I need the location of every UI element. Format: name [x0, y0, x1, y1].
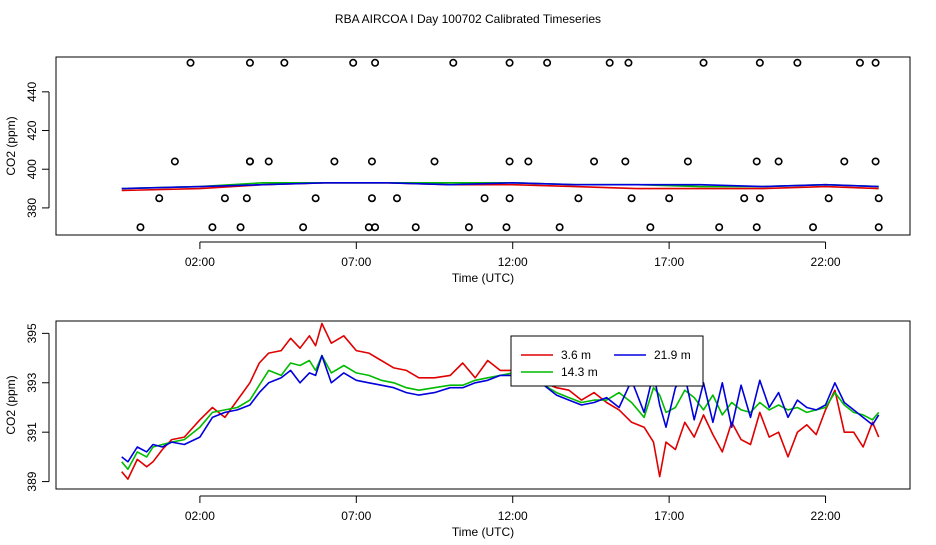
data-point [874, 194, 883, 203]
data-point [155, 194, 164, 203]
y-tick-label: 420 [25, 120, 39, 140]
data-point [330, 157, 339, 166]
data-point [430, 157, 439, 166]
data-point [774, 157, 783, 166]
data-point [136, 223, 145, 232]
data-point [715, 223, 724, 232]
data-point [170, 157, 179, 166]
data-point [574, 194, 583, 203]
data-point [505, 157, 514, 166]
data-point [543, 58, 552, 67]
data-point [624, 58, 633, 67]
y-tick-label: 440 [25, 81, 39, 101]
data-point [502, 223, 511, 232]
data-point [755, 58, 764, 67]
data-point [683, 157, 692, 166]
data-point [186, 58, 195, 67]
data-point [793, 58, 802, 67]
data-point [855, 58, 864, 67]
data-point [220, 194, 229, 203]
data-point [208, 223, 217, 232]
data-point [245, 157, 254, 166]
data-point [464, 223, 473, 232]
data-point [371, 223, 380, 232]
data-point [755, 194, 764, 203]
y-tick-label: 393 [25, 372, 39, 392]
legend-label: 3.6 m [561, 348, 591, 362]
series-group [121, 322, 880, 480]
x-tick-label: 07:00 [341, 509, 371, 523]
data-point [646, 223, 655, 232]
data-point [871, 58, 880, 67]
series-line-14-3-m [121, 354, 880, 471]
x-tick-label: 02:00 [185, 255, 215, 269]
y-axis-label: CO2 (ppm) [4, 116, 18, 175]
plot-frame [55, 56, 911, 236]
x-tick-label: 02:00 [185, 509, 215, 523]
data-point [392, 194, 401, 203]
data-point [245, 58, 254, 67]
data-point [505, 58, 514, 67]
data-point [367, 194, 376, 203]
data-point [349, 58, 358, 67]
data-point [605, 58, 614, 67]
y-tick-label: 395 [25, 323, 39, 343]
data-point [367, 157, 376, 166]
data-point [627, 194, 636, 203]
legend-label: 21.9 m [654, 348, 691, 362]
data-point [371, 58, 380, 67]
x-tick-label: 22:00 [811, 255, 841, 269]
series-line-3-6-m [121, 322, 880, 480]
data-point [699, 58, 708, 67]
top-panel: 02:00 07:00 12:00 17:00 22:00 380 400 420 440 Tim… [4, 56, 911, 285]
chart-title: RBA AIRCOA I Day 100702 Calibrated Times… [335, 12, 601, 26]
bottom-panel: 02:00 07:00 12:00 17:00 22:00 389 391 393 395 Tim… [4, 320, 911, 539]
y-tick-label: 389 [25, 471, 39, 491]
data-point [809, 223, 818, 232]
data-point [311, 194, 320, 203]
data-point [824, 194, 833, 203]
data-point [621, 157, 630, 166]
y-axis-label: CO2 (ppm) [4, 375, 18, 434]
x-axis-label: Time (UTC) [452, 271, 514, 285]
data-point [280, 58, 289, 67]
x-tick-label: 17:00 [654, 255, 684, 269]
data-point [242, 194, 251, 203]
data-point [555, 223, 564, 232]
data-point [364, 223, 373, 232]
data-point [480, 194, 489, 203]
series-line-2 [121, 182, 879, 190]
x-tick-label: 17:00 [654, 509, 684, 523]
data-point [264, 157, 273, 166]
data-point [752, 223, 761, 232]
y-tick-label: 400 [25, 159, 39, 179]
data-point [524, 157, 533, 166]
data-point [411, 223, 420, 232]
data-point [505, 194, 514, 203]
data-point [299, 223, 308, 232]
legend-label: 14.3 m [561, 365, 598, 379]
data-point [590, 157, 599, 166]
data-point [236, 223, 245, 232]
legend: 3.6 m 14.3 m 21.9 m [510, 335, 704, 387]
x-axis-label: Time (UTC) [452, 525, 514, 539]
data-point [871, 157, 880, 166]
x-tick-label: 12:00 [498, 509, 528, 523]
data-point [840, 157, 849, 166]
y-tick-label: 391 [25, 422, 39, 442]
series-group [121, 58, 883, 232]
x-tick-label: 22:00 [811, 509, 841, 523]
data-point [740, 194, 749, 203]
legend-box [510, 335, 704, 387]
data-point [665, 194, 674, 203]
x-tick-label: 07:00 [341, 255, 371, 269]
x-tick-label: 12:00 [498, 255, 528, 269]
data-point [874, 223, 883, 232]
plot-frame [55, 320, 911, 490]
data-point [449, 58, 458, 67]
data-point [752, 157, 761, 166]
y-tick-label: 380 [25, 198, 39, 218]
